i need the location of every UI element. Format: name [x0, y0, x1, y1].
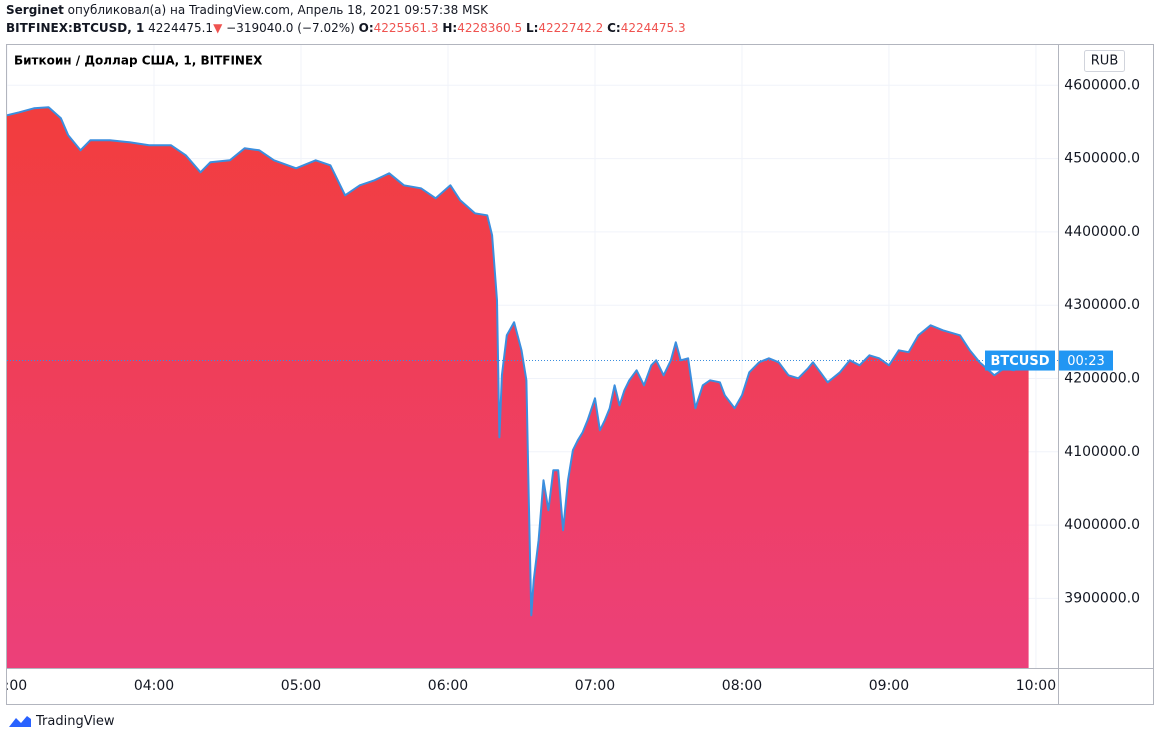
x-tick-label: 09:00 [869, 678, 909, 694]
chart-title: Биткоин / Доллар США, 1, BITFINEX [14, 54, 263, 68]
o-label: O: [358, 21, 374, 35]
price-line [7, 106, 1030, 617]
x-tick-label: 08:00 [722, 678, 762, 694]
l-label: L: [525, 21, 539, 35]
l: 4222742.2 [538, 21, 604, 35]
x-tick-label: 04:00 [134, 678, 174, 694]
published: опубликовал(а) на TradingView.com, Апрел… [67, 3, 488, 17]
y-tick-label: 3900000.0 [1064, 590, 1140, 606]
area-fill [7, 107, 1029, 668]
h-label: H: [442, 21, 458, 35]
ohlc-line: BITFINEX:BTCUSD, 1 4224475.1▼ −319040.0 … [6, 21, 686, 35]
y-tick-label: 4500000.0 [1064, 151, 1140, 167]
c: 4224475.3 [620, 21, 686, 35]
h: 4228360.5 [457, 21, 523, 35]
logo [9, 716, 31, 727]
x-tick-label: 06:00 [428, 678, 468, 694]
x-tick-label: 07:00 [575, 678, 615, 694]
symbol: BITFINEX:BTCUSD, 1 [6, 21, 145, 35]
currency-box [1084, 50, 1125, 72]
frame [6, 44, 1154, 705]
x-tick-label: 10:00 [1016, 678, 1056, 694]
x-tick-label: 03:00 [0, 678, 27, 694]
y-tick-label: 4000000.0 [1064, 517, 1140, 533]
symbol-label-box [985, 350, 1055, 371]
symbol-label: BTCUSD [990, 354, 1049, 369]
currency: RUB [1091, 54, 1118, 69]
countdown-box [1059, 350, 1113, 371]
y-tick-label: 4400000.0 [1064, 224, 1140, 240]
countdown: 00:23 [1067, 354, 1104, 369]
y-tick-label: 4100000.0 [1064, 444, 1140, 460]
arrow: ▼ [213, 21, 223, 35]
last: 4224475.1 [148, 21, 214, 35]
y-tick-label: 4200000.0 [1064, 370, 1140, 386]
footer: TradingView [8, 713, 115, 729]
o: 4225561.3 [373, 21, 439, 35]
y-tick-label: 4600000.0 [1064, 77, 1140, 93]
header-line: Serginet опубликовал(а) на TradingView.c… [6, 3, 488, 17]
brand: TradingView [36, 713, 115, 729]
change: −319040.0 (−7.02%) [226, 21, 355, 35]
author: Serginet [6, 3, 64, 17]
y-tick-label: 4300000.0 [1064, 297, 1140, 313]
c-label: C: [607, 21, 621, 35]
x-tick-label: 05:00 [281, 678, 321, 694]
